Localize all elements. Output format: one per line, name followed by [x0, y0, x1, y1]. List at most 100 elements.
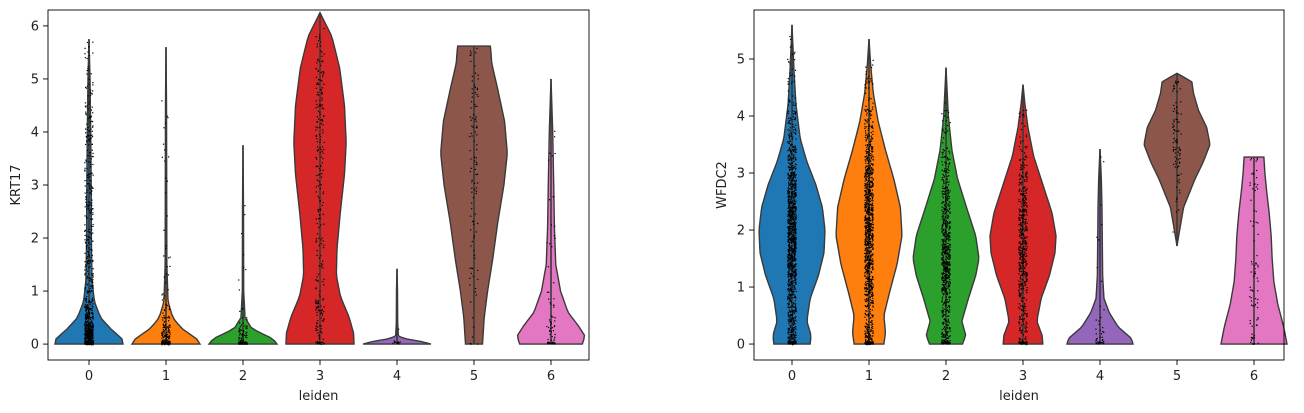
violin-point — [865, 226, 867, 228]
violin-point — [88, 210, 91, 212]
violin-point — [163, 332, 165, 334]
violin-point — [871, 266, 873, 269]
violin-point — [794, 259, 796, 261]
violin-point — [944, 335, 946, 338]
violin-point — [866, 331, 868, 333]
violin-point — [868, 233, 870, 235]
violin-point — [942, 292, 944, 294]
violin-point — [88, 344, 91, 346]
violin-point — [396, 342, 398, 344]
violin-point — [86, 123, 88, 125]
violin-point — [872, 216, 874, 219]
violin-point — [789, 127, 792, 129]
violin-point — [795, 152, 797, 154]
violin-point — [164, 309, 166, 312]
violin-point — [89, 322, 91, 325]
violin-point — [788, 244, 790, 246]
violin-point — [791, 165, 793, 167]
violin-point — [945, 186, 947, 188]
violin-point — [941, 223, 944, 226]
violin-point — [942, 262, 945, 264]
violin-point — [318, 180, 320, 182]
violin-point — [865, 287, 867, 289]
violin-point — [790, 242, 793, 244]
violin-point — [792, 265, 795, 267]
violin-point — [787, 111, 789, 113]
violin-point — [322, 169, 324, 171]
violin-point — [85, 299, 87, 302]
violin-point — [163, 342, 165, 344]
violin-point — [867, 151, 869, 153]
violin-point — [947, 166, 950, 168]
violin-point — [550, 339, 552, 341]
violin-point — [949, 255, 951, 257]
violin-point — [788, 246, 790, 248]
violin-point — [948, 306, 951, 309]
violin-point — [794, 112, 796, 114]
violin-point — [323, 141, 325, 144]
violin-point — [870, 327, 873, 329]
violin-point — [795, 150, 797, 152]
violin-point — [946, 268, 949, 270]
violin-point — [788, 292, 790, 294]
violin-point — [865, 71, 867, 73]
violin-point — [89, 290, 91, 292]
violin-point — [318, 244, 320, 247]
violin-point — [787, 166, 790, 168]
violin-point — [872, 331, 874, 333]
violin-point — [85, 312, 88, 315]
violin-point — [867, 300, 869, 302]
violin-point — [789, 46, 792, 48]
violin-point — [322, 132, 324, 134]
violin-point — [869, 304, 871, 306]
violin-point — [791, 186, 793, 189]
violin-point — [946, 178, 948, 180]
violin-point — [161, 344, 163, 346]
violin-point — [789, 255, 791, 257]
violin-point — [942, 248, 945, 250]
violin-point — [319, 187, 321, 190]
violin-point — [793, 270, 796, 272]
violin-point — [87, 230, 89, 233]
violin-point — [87, 95, 89, 97]
violin-point — [870, 146, 873, 148]
violin-point — [867, 297, 869, 299]
violin-point — [469, 135, 471, 138]
violin-point — [787, 331, 789, 334]
violin-point — [243, 331, 245, 333]
violin-point — [795, 224, 797, 226]
violin-point — [871, 248, 873, 250]
violin-point — [86, 248, 88, 250]
violin-point — [870, 256, 872, 259]
violin-point — [87, 320, 89, 322]
violin-point — [167, 337, 170, 339]
violin-point — [867, 145, 869, 147]
violin-point — [946, 226, 948, 229]
violin-point — [867, 175, 870, 177]
violin-point — [789, 215, 791, 218]
violin-point — [945, 328, 947, 330]
violin-point — [87, 336, 89, 339]
violin-point — [791, 53, 794, 55]
violin-point — [794, 202, 796, 204]
violin-point — [791, 315, 793, 317]
violin-point — [945, 332, 948, 335]
violin-point — [943, 251, 946, 253]
violin-point — [947, 324, 949, 326]
violin-point — [316, 138, 318, 140]
violin-point — [317, 39, 320, 42]
violin-point — [866, 260, 868, 262]
violin-point — [246, 317, 248, 319]
violin-point — [795, 342, 797, 344]
violin-point — [472, 326, 475, 328]
violin-point — [794, 216, 797, 218]
violin-point — [865, 177, 867, 179]
violin-point — [869, 284, 871, 287]
violin-point — [947, 217, 949, 219]
violin-point — [85, 114, 87, 116]
violin-point — [87, 328, 89, 330]
violin-point — [161, 299, 163, 301]
violin-point — [792, 214, 794, 216]
violin-point — [794, 59, 796, 61]
violin-point — [88, 55, 91, 57]
